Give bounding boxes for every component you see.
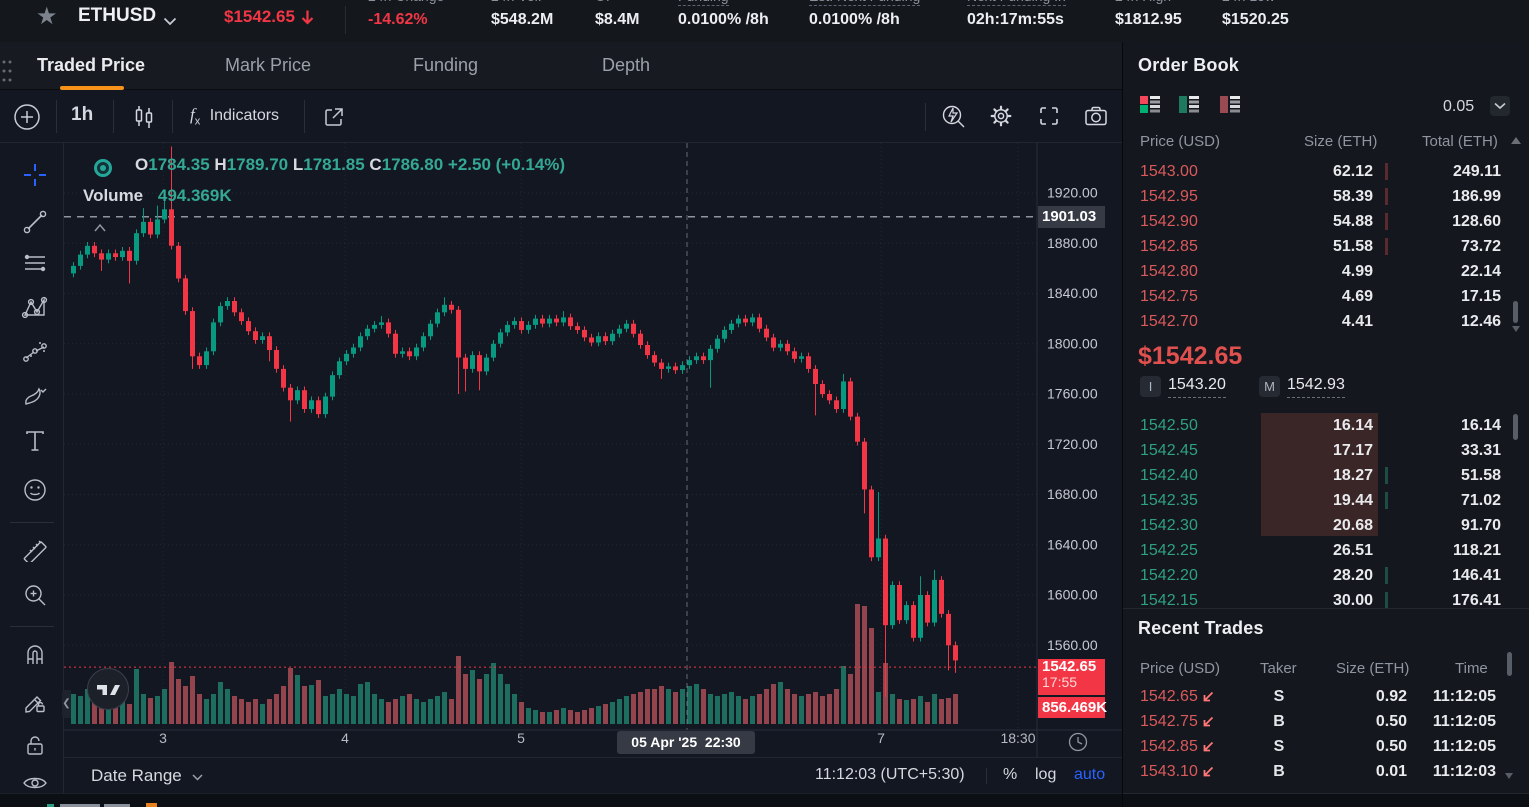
svg-text:1800.00: 1800.00 [1047,335,1098,351]
svg-text:1880.00: 1880.00 [1047,235,1098,251]
svg-text:18:30: 18:30 [1000,730,1035,746]
svg-text:05 Apr '25 22:30: 05 Apr '25 22:30 [631,734,741,750]
svg-text:7: 7 [877,730,885,746]
svg-text:1760.00: 1760.00 [1047,386,1098,402]
svg-text:1640.00: 1640.00 [1047,536,1098,552]
svg-text:1901.03: 1901.03 [1042,208,1096,225]
svg-text:1600.00: 1600.00 [1047,587,1098,603]
svg-text:856.469K: 856.469K [1042,699,1107,716]
svg-text:1920.00: 1920.00 [1047,185,1098,201]
svg-text:17:55: 17:55 [1042,674,1077,690]
svg-text:1560.00: 1560.00 [1047,637,1098,653]
svg-text:5: 5 [517,730,525,746]
svg-text:1680.00: 1680.00 [1047,486,1098,502]
svg-text:3: 3 [159,730,167,746]
svg-text:1840.00: 1840.00 [1047,285,1098,301]
svg-text:1720.00: 1720.00 [1047,436,1098,452]
svg-text:4: 4 [341,730,349,746]
svg-text:1542.65: 1542.65 [1042,658,1096,675]
